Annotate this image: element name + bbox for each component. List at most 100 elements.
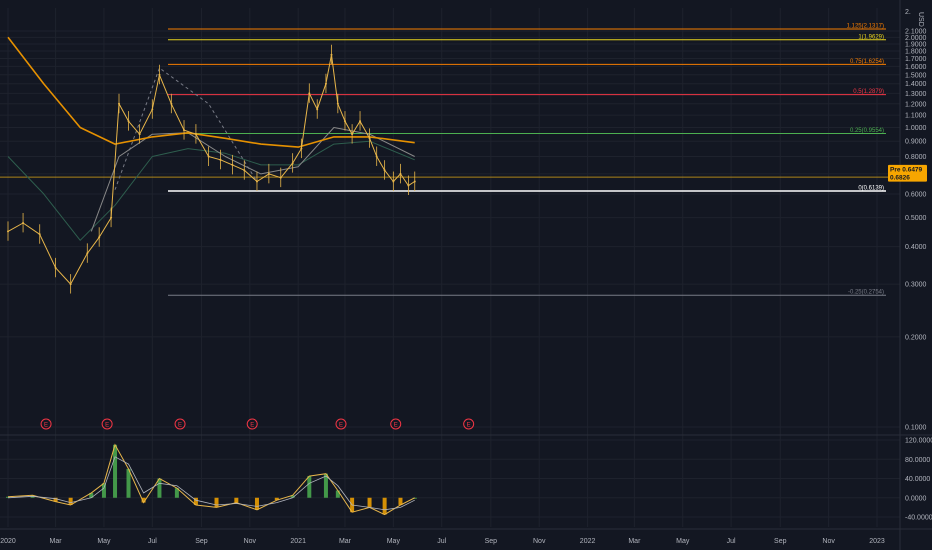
price-point-10 <box>138 133 141 136</box>
price-point-13 <box>170 102 173 105</box>
price-series <box>7 44 416 294</box>
price-point-8 <box>118 102 121 105</box>
time-tick-2: May <box>97 538 111 545</box>
price-point-7 <box>110 216 113 219</box>
price-tick-14: 1.5000 <box>905 72 927 79</box>
projection-path <box>114 67 258 190</box>
price-point-5 <box>86 252 89 255</box>
fib-label-3: 0.75(1.6254) <box>850 59 884 65</box>
ma-slow-line <box>7 36 415 148</box>
earnings-label-4: E <box>339 422 343 428</box>
time-axis[interactable]: 2020 Mar May Jul Sep Nov 2021 Mar May Jul Sep Nov 20… <box>0 538 885 545</box>
osc-bar-17 <box>307 476 312 498</box>
osc-bar-19 <box>335 490 340 498</box>
price-tick-10: 1.1000 <box>905 113 927 120</box>
price-point-2 <box>38 233 41 236</box>
price-point-20 <box>255 180 258 183</box>
osc-bar-11 <box>193 497 198 505</box>
time-tick-15: Jul <box>727 538 736 545</box>
time-tick-5: Nov <box>244 538 257 545</box>
time-tick-12: 2022 <box>580 538 596 545</box>
earnings-label-0: E <box>44 422 48 428</box>
price-tick-8: 0.9000 <box>905 139 927 146</box>
osc-tick-2: 40.0000 <box>905 476 930 483</box>
price-point-16 <box>207 155 210 158</box>
osc-bar-16 <box>290 495 295 498</box>
price-point-32 <box>359 120 362 123</box>
fib-label-5: 1.125(2.1317) <box>847 24 884 30</box>
price-tick-18: 1.9000 <box>905 42 927 49</box>
projection-line <box>114 67 258 190</box>
price-tick-15: 1.6000 <box>905 64 927 71</box>
oscillator-pane <box>6 443 417 516</box>
osc-bar-12 <box>214 497 219 508</box>
price-point-15 <box>194 133 197 136</box>
osc-bar-8 <box>141 497 146 503</box>
price-tick-3: 0.4000 <box>905 244 927 251</box>
price-point-35 <box>383 169 386 172</box>
price-tag-1: 0.6826 <box>890 174 910 181</box>
earnings-marker-2 <box>174 418 186 430</box>
price-point-3 <box>54 266 57 269</box>
earnings-marker-1 <box>101 418 113 430</box>
price-point-38 <box>407 184 410 187</box>
earnings-label-5: E <box>394 422 398 428</box>
osc-bar-3 <box>68 497 73 505</box>
price-point-1 <box>22 221 25 224</box>
osc-bar-21 <box>367 497 372 508</box>
price-tick-19: 2.0000 <box>905 35 927 42</box>
ma-green-line <box>7 140 415 241</box>
earnings-marker-0 <box>40 418 52 430</box>
osc-bar-0 <box>6 496 10 498</box>
earnings-label-1: E <box>105 422 109 428</box>
price-tick-1: 0.2000 <box>905 334 927 341</box>
price-point-23 <box>291 162 294 165</box>
price-tick-20: 2.1000 <box>905 29 927 36</box>
time-tick-3: Jul <box>148 538 157 545</box>
osc-bar-6 <box>113 444 118 498</box>
price-tag-0: Pre 0.6479 <box>890 167 923 174</box>
fib-label-0: 0(0.6139) <box>858 185 884 191</box>
price-tick-12: 1.3000 <box>905 91 927 98</box>
time-tick-1: Mar <box>50 538 63 545</box>
price-tick-13: 1.4000 <box>905 81 927 88</box>
price-point-37 <box>399 172 402 175</box>
oscillator-axis[interactable]: -40.0000 0.0000 40.0000 80.0000 120.0000 <box>905 438 932 522</box>
price-tick-5: 0.6000 <box>905 191 927 198</box>
price-tick-16: 1.7000 <box>905 56 927 63</box>
earnings-label-6: E <box>467 422 471 428</box>
price-point-30 <box>343 120 346 123</box>
price-point-4 <box>69 283 72 286</box>
fib-label-1: 0.25(0.9554) <box>850 128 884 134</box>
osc-tick-0: -40.0000 <box>905 515 932 522</box>
time-tick-10: Sep <box>485 538 498 545</box>
earnings-marker-4 <box>335 418 347 430</box>
price-tick-4: 0.5000 <box>905 215 927 222</box>
time-tick-11: Nov <box>533 538 546 545</box>
time-tick-16: Sep <box>774 538 787 545</box>
time-tick-9: Jul <box>437 538 446 545</box>
price-tick-top: 2. <box>905 9 911 16</box>
time-tick-17: Nov <box>822 538 835 545</box>
osc-tick-4: 120.0000 <box>905 438 932 445</box>
price-point-39 <box>413 180 416 183</box>
osc-tick-3: 80.0000 <box>905 457 930 464</box>
fib-retracement[interactable]: 0(0.6139) 0.25(0.9554) 0.5(1.2879) 0.75(1.6… <box>168 24 886 296</box>
price-point-18 <box>231 163 234 166</box>
osc-bar-2 <box>53 497 58 502</box>
osc-signal-line <box>7 456 415 511</box>
earnings-marker-3 <box>246 418 258 430</box>
price-point-22 <box>279 176 282 179</box>
currency-label: USD <box>917 12 924 27</box>
earnings-marker-5 <box>390 418 402 430</box>
price-point-33 <box>368 137 371 140</box>
osc-bar-9 <box>157 478 162 498</box>
osc-bar-4 <box>89 492 94 498</box>
osc-tick-1: 0.0000 <box>905 495 927 502</box>
osc-bar-14 <box>254 497 259 510</box>
time-tick-14: May <box>676 538 690 545</box>
osc-bar-5 <box>101 483 106 498</box>
time-tick-13: Mar <box>628 538 641 545</box>
price-tag-bg-1 <box>888 172 927 182</box>
